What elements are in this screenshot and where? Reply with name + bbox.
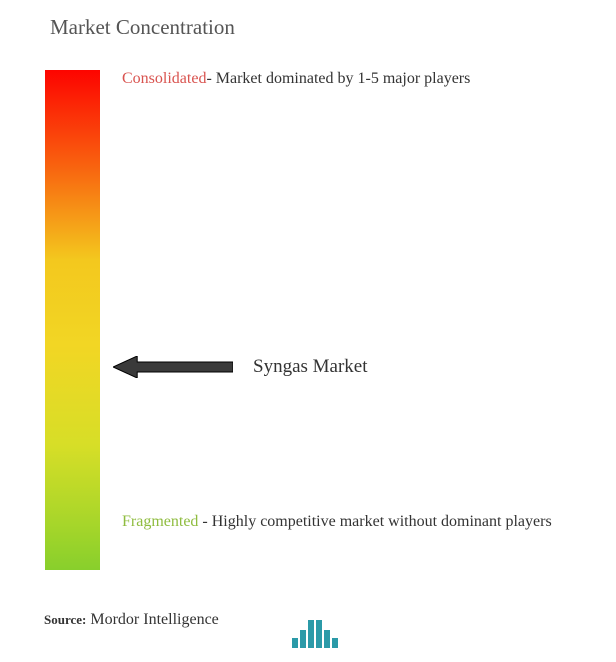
fragmented-description: - Highly competitive market without domi… bbox=[198, 513, 551, 530]
gradient-svg bbox=[45, 70, 100, 570]
consolidated-description: - Market dominated by 1-5 major players bbox=[206, 70, 470, 88]
market-name-label: Syngas Market bbox=[253, 356, 368, 378]
mordor-logo bbox=[292, 620, 338, 653]
market-position-marker: Syngas Market bbox=[113, 356, 368, 378]
chart-title: Market Concentration bbox=[50, 15, 235, 40]
logo-bars-icon bbox=[292, 620, 338, 648]
source-attribution: Source: Mordor Intelligence bbox=[44, 611, 219, 629]
source-prefix: Source: bbox=[44, 612, 86, 628]
consolidated-term: Consolidated bbox=[122, 70, 206, 88]
fragmented-term: Fragmented bbox=[122, 513, 198, 530]
source-name: Mordor Intelligence bbox=[90, 611, 218, 629]
arrow-left-icon bbox=[113, 356, 233, 378]
consolidated-label-row: Consolidated - Market dominated by 1-5 m… bbox=[122, 70, 470, 88]
concentration-gradient-bar bbox=[45, 70, 100, 575]
fragmented-label-row: Fragmented - Highly competitive market w… bbox=[122, 506, 592, 538]
